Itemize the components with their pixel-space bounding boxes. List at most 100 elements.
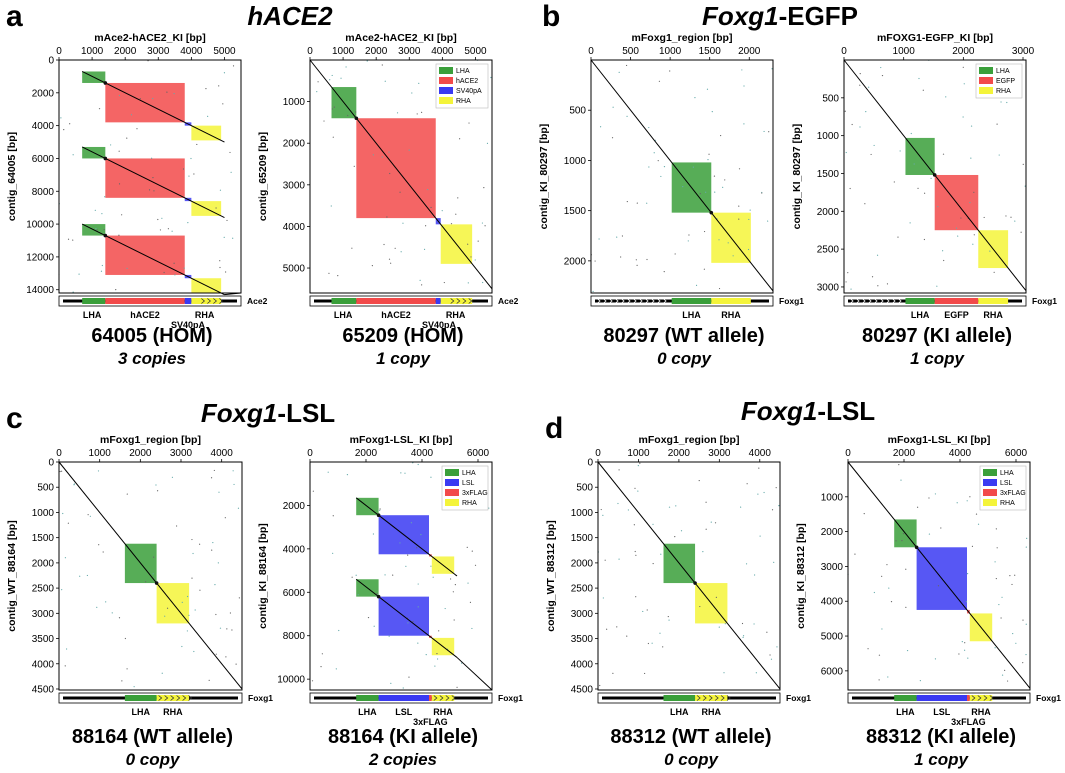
alignment-line <box>81 71 225 143</box>
y-tick-label: 3000 <box>821 562 844 573</box>
noise-dot <box>105 601 107 603</box>
noise-dot <box>466 546 468 548</box>
noise-dot <box>617 502 619 505</box>
noise-dot <box>174 274 176 276</box>
noise-dot <box>376 592 378 595</box>
track-feature-label: RHA <box>163 707 183 717</box>
noise-dot <box>741 622 744 625</box>
track-arrow <box>650 298 655 304</box>
track-feature-lha <box>124 695 157 701</box>
plot-frame <box>58 461 243 691</box>
noise-dot <box>79 575 81 577</box>
noise-dot <box>470 256 472 258</box>
legend-swatch <box>445 479 459 486</box>
noise-dot <box>126 267 128 269</box>
track-arrow <box>158 695 163 701</box>
track-feature-label: LHA <box>911 310 930 320</box>
track-arrow <box>644 298 649 304</box>
noise-dot <box>73 483 76 485</box>
noise-dot <box>928 533 931 535</box>
x-axis-title: mFOXG1-EGFP_KI [bp] <box>877 32 993 44</box>
noise-dot <box>761 192 763 194</box>
noise-dot <box>688 234 690 236</box>
noise-dot <box>323 120 325 122</box>
noise-dot <box>171 476 174 478</box>
noise-dot <box>1025 546 1027 548</box>
noise-dot <box>96 229 98 231</box>
noise-dot <box>633 524 635 526</box>
noise-dot <box>126 668 128 670</box>
copy-number: 0 copy <box>126 750 181 769</box>
noise-dot <box>396 112 399 114</box>
noise-dot <box>964 649 966 651</box>
noise-dot <box>945 96 947 98</box>
noise-dot <box>845 151 847 154</box>
noise-dot <box>186 630 188 632</box>
noise-dot <box>994 647 996 649</box>
plot-frame <box>847 461 1031 691</box>
x-tick-label: 2000 <box>365 46 388 57</box>
noise-dot <box>98 108 101 110</box>
noise-dot <box>115 289 117 291</box>
noise-dot <box>103 228 105 231</box>
noise-dot <box>408 676 410 678</box>
y-tick-label: 500 <box>576 483 593 494</box>
noise-dot <box>867 648 869 650</box>
track-feature-rha <box>156 695 190 701</box>
x-tick-label: 1000 <box>893 46 916 57</box>
legend: LHA EGFP RHA <box>975 63 1023 99</box>
track-feature-lha <box>905 298 935 304</box>
noise-dot <box>708 153 710 155</box>
noise-dot <box>636 202 638 204</box>
track-feature-lha <box>356 695 379 701</box>
noise-dot <box>457 197 459 199</box>
gene-track <box>58 692 243 704</box>
legend-swatch <box>439 87 453 94</box>
noise-dot <box>145 581 147 583</box>
noise-dot <box>865 111 867 113</box>
noise-dot <box>332 515 334 517</box>
track-arrow <box>632 298 637 304</box>
track-arrow <box>696 695 701 701</box>
track-feature-label: SV40pA <box>422 320 457 330</box>
noise-dot <box>402 222 404 224</box>
noise-dot <box>163 271 165 274</box>
legend-label: LSL <box>1000 480 1013 487</box>
copy-number: 2 copies <box>368 750 437 769</box>
plot-frame <box>597 461 781 691</box>
noise-dot <box>229 151 231 154</box>
noise-dot <box>942 153 945 155</box>
noise-dot <box>399 191 401 193</box>
track-feature-hace2 <box>356 298 436 304</box>
noise-dot <box>956 502 958 504</box>
noise-dot <box>346 474 349 476</box>
track-arrow <box>468 298 473 304</box>
y-tick-label: 12000 <box>26 252 54 263</box>
track-feature-lha <box>82 298 106 304</box>
noise-dot <box>238 597 240 599</box>
x-tick-label: 1000 <box>659 46 682 57</box>
noise-dot <box>372 533 375 535</box>
y-tick-label: 2500 <box>571 584 594 595</box>
noise-dot <box>133 686 135 688</box>
noise-dot <box>966 573 969 575</box>
noise-dot <box>235 663 237 665</box>
noise-dot <box>101 213 103 215</box>
noise-dot <box>993 271 995 273</box>
track-feature-label: LSL <box>933 707 951 717</box>
noise-dot <box>468 122 470 124</box>
y-axis-title: contig_KI_80297 [bp] <box>791 124 803 230</box>
noise-dot <box>887 676 889 678</box>
copy-number: 1 copy <box>914 750 969 769</box>
y-tick-label: 2000 <box>821 527 844 538</box>
track-arrow <box>596 298 601 304</box>
track-arrow <box>656 298 661 304</box>
noise-dot <box>886 283 889 285</box>
noise-dot <box>181 645 183 648</box>
y-tick-label: 3000 <box>817 282 840 293</box>
noise-dot <box>390 262 392 264</box>
noise-dot <box>469 601 472 603</box>
noise-dot <box>658 80 661 82</box>
noise-dot <box>139 98 141 100</box>
noise-dot <box>118 234 120 236</box>
